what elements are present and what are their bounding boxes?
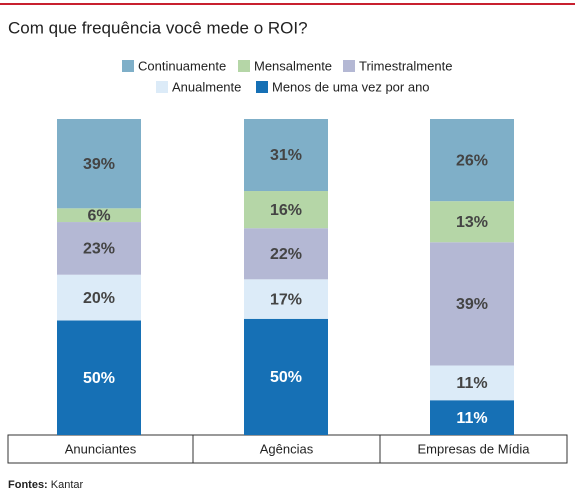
bar-segment xyxy=(430,365,514,401)
source-label: Fontes: xyxy=(8,479,48,491)
source-text: Kantar xyxy=(51,479,84,491)
value-label: 31% xyxy=(270,147,302,164)
chart-title: Com que frequência você mede o ROI? xyxy=(8,18,308,37)
value-label: 50% xyxy=(83,370,115,387)
value-label: 23% xyxy=(83,241,115,258)
value-label: 13% xyxy=(456,214,488,231)
x-tick-label: Empresas de Mídia xyxy=(418,441,531,456)
legend-label: Anualmente xyxy=(172,79,241,94)
top-rule xyxy=(0,3,575,5)
value-label: 11% xyxy=(456,410,487,427)
bar-segment xyxy=(430,400,514,435)
source: Fontes: Kantar xyxy=(8,479,84,491)
bar-segment xyxy=(57,222,141,275)
bar-segment xyxy=(57,208,141,223)
value-label: 22% xyxy=(270,246,302,263)
bar-segment xyxy=(244,119,328,192)
legend-swatch xyxy=(156,81,168,93)
bar-segment xyxy=(244,318,328,435)
value-label: 39% xyxy=(83,156,115,173)
bar-segment xyxy=(57,119,141,209)
bar-segment xyxy=(244,279,328,319)
bar-segment xyxy=(244,228,328,280)
value-label: 16% xyxy=(270,202,302,219)
x-tick-label: Agências xyxy=(260,441,314,456)
legend-swatch xyxy=(343,60,355,72)
legend-label: Menos de uma vez por ano xyxy=(272,79,430,94)
legend-label: Continuamente xyxy=(138,58,226,73)
value-label: 11% xyxy=(456,375,487,392)
value-label: 50% xyxy=(270,369,302,386)
value-label: 17% xyxy=(270,291,302,308)
bar-segment xyxy=(244,191,328,229)
legend-label: Trimestralmente xyxy=(359,58,452,73)
bar-segment xyxy=(430,119,514,202)
legend-swatch xyxy=(122,60,134,72)
bar-segment xyxy=(57,274,141,321)
legend-swatch xyxy=(238,60,250,72)
value-label: 26% xyxy=(456,152,488,169)
value-label: 20% xyxy=(83,290,115,307)
bar-segment xyxy=(57,320,141,435)
legend-swatch xyxy=(256,81,268,93)
bar-segment xyxy=(430,201,514,243)
value-label: 39% xyxy=(456,296,488,313)
value-label: 6% xyxy=(87,207,110,224)
x-tick-label: Anunciantes xyxy=(65,441,137,456)
bar-segment xyxy=(430,242,514,366)
legend-label: Mensalmente xyxy=(254,58,332,73)
